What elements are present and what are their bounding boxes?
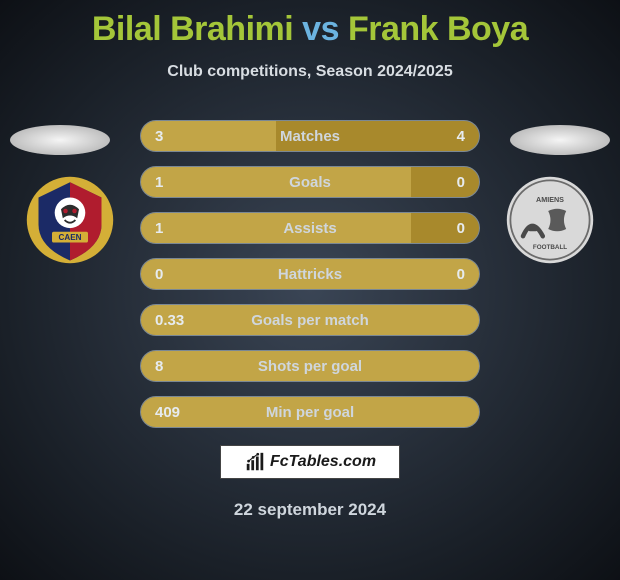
player2-name: Frank Boya [348,10,528,48]
stat-label: Min per goal [141,404,479,421]
stat-right-value: 0 [457,174,465,191]
stat-left-value: 409 [155,404,180,421]
stat-row: 1 Goals 0 [140,166,480,198]
svg-text:FOOTBALL: FOOTBALL [533,244,567,251]
stat-label: Matches [141,128,479,145]
stat-left-value: 0 [155,266,163,283]
svg-text:CAEN: CAEN [59,233,82,242]
left-oval-shadow [10,125,110,155]
vs-text: vs [302,10,339,48]
stat-left-value: 8 [155,358,163,375]
svg-text:AMIENS: AMIENS [536,195,564,204]
club-badge-right: AMIENS FOOTBALL [505,175,595,265]
fctables-label: FcTables.com [270,453,376,471]
stat-row: 1 Assists 0 [140,212,480,244]
footer-date: 22 september 2024 [0,500,620,520]
player1-name: Bilal Brahimi [92,10,293,48]
stat-row: 0 Hattricks 0 [140,258,480,290]
stat-label: Shots per goal [141,358,479,375]
subtitle: Club competitions, Season 2024/2025 [0,63,620,81]
stat-right-value: 0 [457,266,465,283]
stat-row: 8 Shots per goal [140,350,480,382]
stat-row: 0.33 Goals per match [140,304,480,336]
amiens-badge-icon: AMIENS FOOTBALL [505,175,595,265]
chart-icon [244,451,266,473]
stats-rows: 3 Matches 4 1 Goals 0 1 Assists 0 0 Hatt… [140,120,480,442]
stat-left-value: 3 [155,128,163,145]
stat-right-value: 0 [457,220,465,237]
stat-label: Assists [141,220,479,237]
right-oval-shadow [510,125,610,155]
stat-left-value: 1 [155,174,163,191]
caen-badge-icon: CAEN [25,175,115,265]
comparison-title: Bilal Brahimi vs Frank Boya [0,0,620,49]
club-badge-left: CAEN [25,175,115,265]
fctables-badge: FcTables.com [220,445,400,479]
stat-left-value: 1 [155,220,163,237]
stat-label: Goals per match [141,312,479,329]
stat-row: 409 Min per goal [140,396,480,428]
stat-row: 3 Matches 4 [140,120,480,152]
stat-label: Goals [141,174,479,191]
stat-right-value: 4 [457,128,465,145]
stat-label: Hattricks [141,266,479,283]
stat-left-value: 0.33 [155,312,184,329]
